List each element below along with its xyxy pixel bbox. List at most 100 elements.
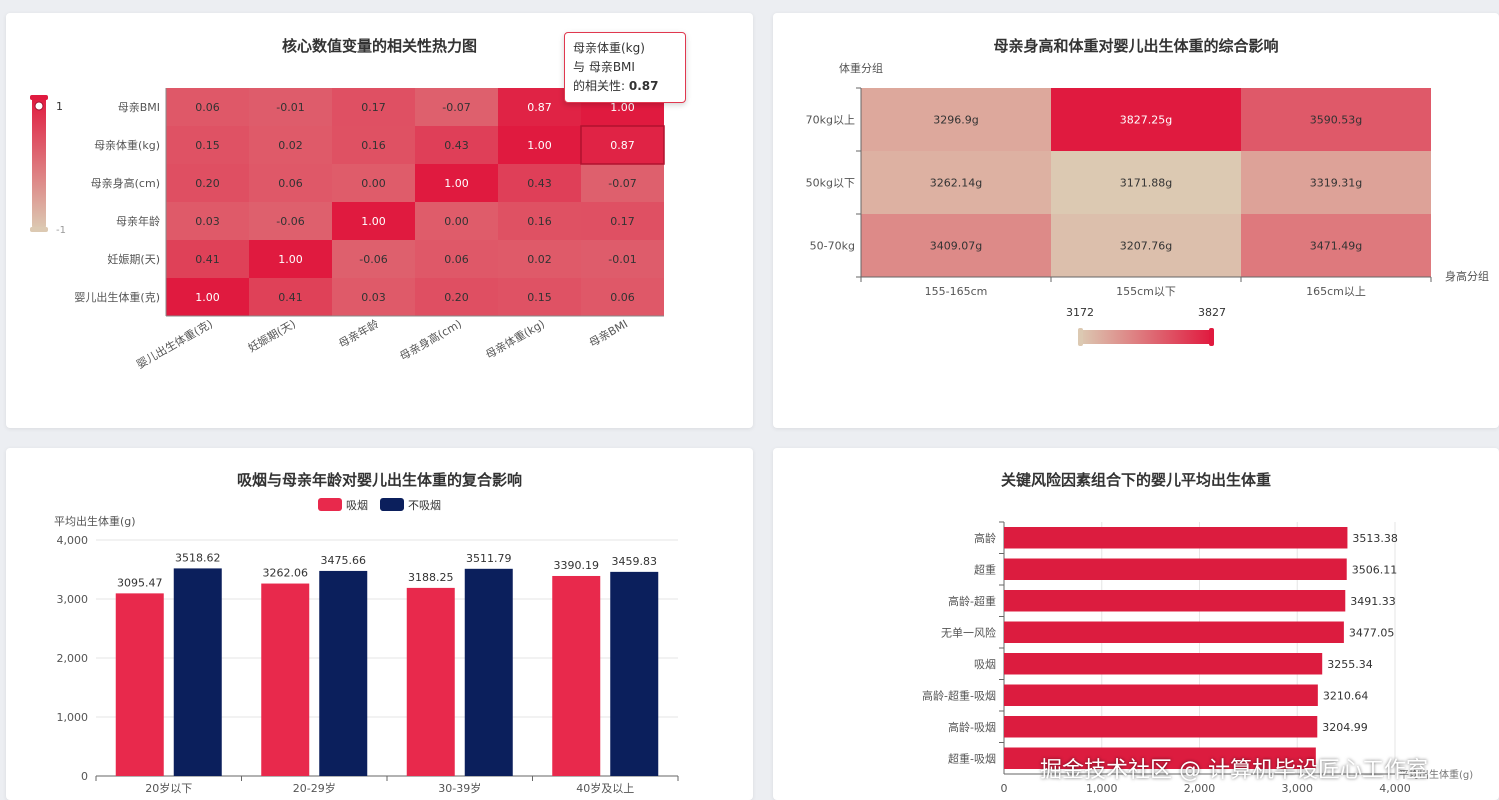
heatmap-highlight-cell [580,125,665,165]
tooltip-value: 0.87 [628,79,659,93]
heatmap-cell-label: 0.43 [444,139,469,152]
heatmap-cell [249,164,332,202]
heatmap-x-label: 妊娠期(天) [245,316,298,354]
heatmap-x-label: 母亲体重(kg) [483,316,547,361]
bar-x-axis-name: 平均出生体重(g) [1399,768,1473,781]
bar-nonsmoking [464,568,513,776]
heatmap-cell-label: 0.87 [527,101,552,114]
heatmap-cell [498,202,581,240]
heatmap-cell-label: 3409.07g [930,240,982,253]
heatmap-cell-label: 0.15 [195,139,220,152]
heatmap-cell-label: -0.07 [608,177,636,190]
visual-map-handle-left [1078,328,1083,346]
risk-bar [1004,527,1348,549]
bar-x-tick-label: 2,000 [1184,782,1216,795]
heatmap-cell-label: 1.00 [361,215,386,228]
heatmap-cell [498,164,581,202]
risk-bar [1004,590,1346,612]
bar-x-tick-label: 30-39岁 [438,781,481,795]
bar-y-tick-label: 高龄-吸烟 [948,720,996,734]
heatmap-tooltip: 母亲体重(kg) 与 母亲BMI 的相关性: 0.87 [564,32,686,103]
height-weight-heatmap-chart[interactable]: 3409.07g 3207.76g 3471.49g 3262.14g 3171.88g… [773,13,1499,428]
bar-y-tick-label: 1,000 [57,711,89,724]
heatmap-cell-label: -0.06 [276,215,304,228]
heatmap-cell-label: 0.06 [610,291,635,304]
bar-x-tick-label: 4,000 [1379,782,1411,795]
height-weight-heatmap-panel: 母亲身高和体重对婴儿出生体重的综合影响 3409.07g 3207.76g 3471… [773,13,1499,428]
bar-smoking [552,575,601,776]
heatmap-cell [166,202,249,240]
heatmap-cell-label: 3827.25g [1120,114,1172,127]
heatmap-cell [332,278,415,316]
heatmap-cell [166,126,249,164]
risk-factor-bar-chart[interactable]: 0 1,000 2,000 3,000 4,000 高龄 3513.38 超重 3506.11 高… [773,448,1499,800]
heatmap-cell-label: 0.41 [195,253,220,266]
heatmap-x-label: 165cm以上 [1306,285,1366,298]
heatmap-cell [498,278,581,316]
bar-y-tick-label: 超重 [974,562,996,576]
watermark-text: 掘金技术社区 @ 计算机毕设匠心工作室 [1040,758,1428,783]
heatmap-x-label: 母亲BMI [586,316,630,349]
visual-map-indicator [34,101,44,111]
heatmap-cell-label: 1.00 [444,177,469,190]
smoking-age-bar-title: 吸烟与母亲年龄对婴儿出生体重的复合影响 [236,471,522,489]
heatmap-y-label: 婴儿出生体重(克) [74,290,160,304]
bar-y-tick-label: 高龄-超重-吸烟 [922,688,996,702]
bar-nonsmoking [319,570,368,776]
heatmap-cell-label: 3590.53g [1310,114,1362,127]
smoking-age-bar-chart[interactable]: 0 1,000 2,000 3,000 4,000 平均出生体重(g) 20岁以下 3095.… [6,448,753,800]
heatmap-cell-label: 3296.9g [933,114,978,127]
bar-y-tick-label: 无单一风险 [941,625,996,639]
heatmap-cell [415,240,498,278]
bar-y-axis-name: 平均出生体重(g) [54,514,136,528]
heatmap-cell [415,278,498,316]
bar-value-label: 3475.66 [321,554,367,567]
risk-bar [1004,747,1316,769]
heatmap-cell-label: 0.06 [278,177,303,190]
heatmap-cell-label: 0.16 [527,215,552,228]
visual-map-handle-bottom [30,227,48,232]
heatmap-y-label: 50-70kg [810,240,855,253]
heatmap-cell-label: 1.00 [195,291,220,304]
heatmap-cell [166,88,249,126]
heatmap-cell [166,240,249,278]
bar-value-label: 3511.79 [466,552,512,565]
correlation-heatmap-title: 核心数值变量的相关性热力图 [281,37,477,55]
heatmap-cell [1051,88,1241,151]
heatmap-cell [415,202,498,240]
visual-map-max-label: 3827 [1198,306,1226,319]
bar-value-label: 3188.25 [408,571,454,584]
heatmap-cell-label: 0.17 [610,215,635,228]
bar-y-tick-label: 2,000 [57,652,89,665]
legend-label: 不吸烟 [408,498,441,512]
bar-value-label: 3491.33 [1350,595,1396,608]
correlation-heatmap-chart[interactable]: 1.00 0.41 0.03 0.20 0.15 0.06 0.41 1.00 -0.06 0.0… [6,13,753,428]
heatmap-cell-label: 0.06 [195,101,220,114]
heatmap-x-label: 婴儿出生体重(克) [134,316,215,371]
heatmap-cell-label: 0.20 [195,177,220,190]
heatmap-cell-label: 1.00 [278,253,303,266]
heatmap-cell [332,88,415,126]
bar-x-tick-label: 20岁以下 [145,781,192,795]
bar-y-tick-label: 4,000 [57,534,89,547]
heatmap-y-label: 妊娠期(天) [107,252,160,266]
heatmap-cell-label: -0.07 [442,101,470,114]
heatmap-cell [1051,151,1241,214]
bar-value-label: 3459.83 [612,555,658,568]
risk-bar [1004,621,1344,643]
bar-x-tick-label: 3,000 [1282,782,1314,795]
legend-swatch-nonsmoking [380,498,404,511]
bar-value-label: 3477.05 [1349,626,1395,639]
heatmap-x-label: 155cm以下 [1116,285,1176,298]
heatmap-cell [415,164,498,202]
heatmap-cell-label: 3319.31g [1310,177,1362,190]
risk-bar [1004,653,1323,675]
heatmap-y-label: 母亲体重(kg) [94,138,160,152]
heatmap-cell [1241,214,1431,277]
heatmap-cell [415,88,498,126]
heatmap-cell-label: 0.43 [527,177,552,190]
tooltip-line-2: 与 母亲BMI [573,60,635,74]
heatmap-cell [861,151,1051,214]
heatmap-x-axis-name: 身高分组 [1445,269,1489,283]
heatmap-cell-label: 0.16 [361,139,386,152]
